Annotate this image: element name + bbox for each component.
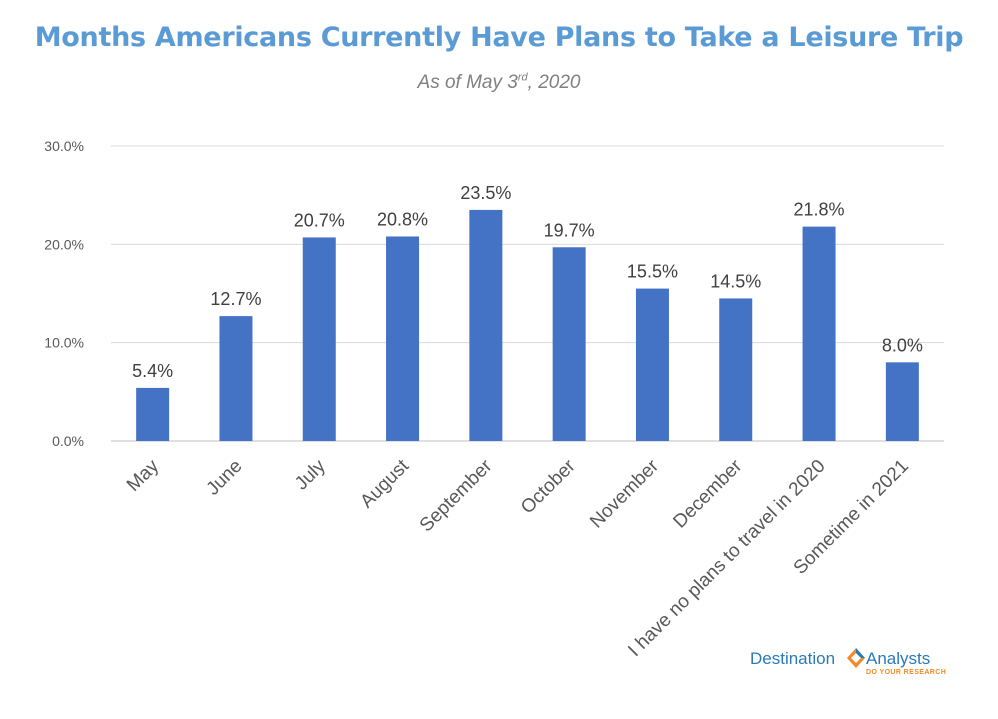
x-tick-label: September: [416, 455, 497, 536]
y-tick-label: 30.0%: [44, 138, 84, 154]
x-tick-label: August: [356, 455, 413, 512]
bar: [635, 288, 669, 441]
bars: [136, 209, 919, 441]
logo-tagline: DO YOUR RESEARCH: [866, 669, 947, 676]
logo-text-right: Analysts: [866, 649, 931, 668]
bar: [386, 236, 420, 441]
data-label: 23.5%: [460, 183, 511, 203]
bar: [885, 362, 919, 441]
bar: [469, 209, 503, 441]
data-label: 19.7%: [544, 220, 595, 240]
data-label: 12.7%: [210, 289, 261, 309]
bar: [552, 247, 586, 441]
x-axis-tick-labels: May June July August September October Novembe…: [123, 455, 913, 661]
y-axis-tick-labels: 0.0% 10.0% 20.0% 30.0%: [44, 138, 84, 449]
chart-subtitle: As of May 3rd, 2020: [0, 72, 998, 94]
data-labels: 5.4% 12.7% 20.7% 20.8% 23.5% 19.7% 15.5% 14.5% 2…: [132, 183, 923, 381]
data-label: 21.8%: [794, 200, 845, 220]
bar: [719, 298, 753, 441]
chart-title: Months Americans Currently Have Plans to…: [34, 22, 964, 53]
y-tick-label: 20.0%: [44, 236, 84, 252]
data-label: 5.4%: [132, 361, 173, 381]
subtitle-superscript: rd: [517, 71, 528, 84]
x-tick-label: November: [586, 455, 663, 532]
y-tick-label: 10.0%: [44, 335, 84, 351]
bar: [136, 387, 170, 441]
x-tick-label: May: [123, 455, 164, 496]
x-tick-label: July: [291, 455, 330, 494]
bar: [302, 237, 336, 441]
y-tick-label: 0.0%: [52, 433, 84, 449]
diamond-logo-icon: [847, 648, 865, 668]
x-tick-label: December: [669, 455, 746, 532]
x-tick-label: October: [517, 455, 580, 518]
destination-analysts-logo: Destination Analysts DO YOUR RESEARCH: [750, 645, 970, 685]
logo-text-left: Destination: [750, 649, 836, 668]
data-label: 8.0%: [882, 335, 923, 355]
data-label: 20.8%: [377, 209, 428, 229]
data-label: 15.5%: [627, 262, 678, 282]
bar: [802, 226, 836, 441]
bar: [219, 316, 253, 441]
x-tick-label: June: [203, 456, 247, 500]
data-label: 14.5%: [710, 271, 761, 291]
subtitle-end: , 2020: [527, 72, 581, 93]
subtitle-main: As of May 3: [417, 72, 518, 93]
data-label: 20.7%: [294, 210, 345, 230]
